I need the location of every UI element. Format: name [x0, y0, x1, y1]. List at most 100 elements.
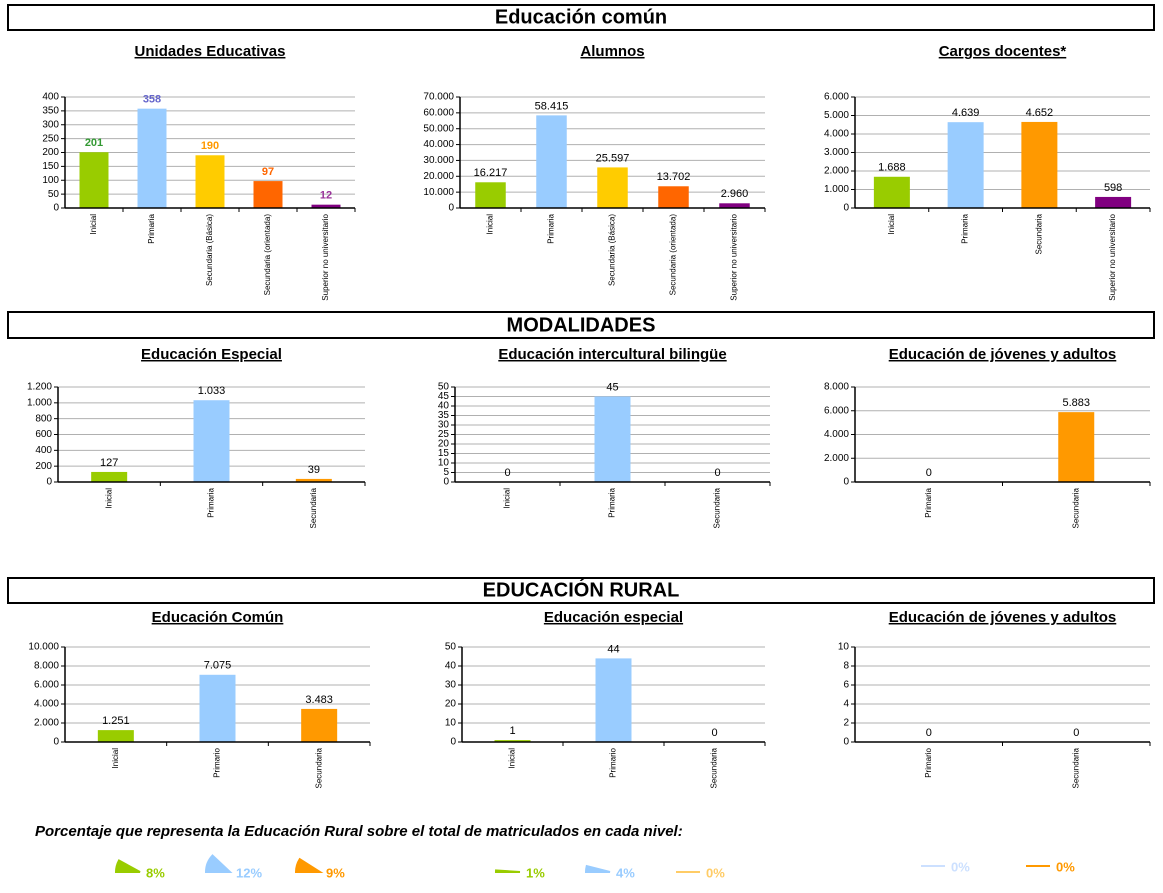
x-tick-label: Secundaria: [1034, 213, 1043, 254]
share-wedge: [294, 857, 324, 873]
value-label: 190: [201, 140, 219, 152]
value-label: 97: [262, 166, 274, 178]
value-label: 1.688: [878, 162, 906, 174]
y-tick-label: 1.200: [27, 382, 52, 393]
share-wedge: [584, 864, 611, 873]
y-tick-label: 2.000: [34, 718, 59, 729]
bar: [595, 658, 632, 742]
value-label: 598: [1104, 182, 1122, 194]
x-tick-label: Primaria: [547, 213, 556, 243]
y-tick-label: 1.000: [27, 397, 52, 408]
value-label: 0: [504, 467, 510, 479]
y-tick-label: 50: [445, 642, 457, 653]
y-tick-label: 25: [438, 429, 450, 440]
value-label: 1.033: [198, 385, 226, 397]
x-tick-label: Superior no universitario: [730, 213, 739, 300]
bar: [79, 152, 109, 208]
y-tick-label: 0: [53, 203, 59, 214]
y-tick-label: 60.000: [423, 107, 454, 118]
share-label: 8%: [146, 865, 165, 880]
value-label: 4.652: [1026, 107, 1054, 119]
section-box: [7, 577, 1155, 604]
x-tick-label: Inicial: [887, 214, 896, 235]
bar: [1058, 412, 1095, 482]
y-tick-label: 70.000: [423, 92, 454, 103]
y-tick-label: 0: [443, 477, 449, 488]
bar: [301, 708, 338, 742]
bar: [195, 155, 225, 208]
value-label: 44: [607, 643, 619, 655]
y-tick-label: 0: [53, 737, 59, 748]
x-tick-label: Inicial: [508, 748, 517, 769]
value-label: 39: [308, 464, 320, 476]
y-tick-label: 400: [35, 445, 52, 456]
bar: [253, 181, 283, 208]
bar: [494, 740, 531, 742]
value-label: 2.960: [721, 188, 749, 200]
value-label: 45: [606, 381, 618, 393]
x-tick-label: Secundaria (Básica): [608, 214, 617, 286]
y-tick-label: 100: [42, 175, 59, 186]
x-tick-label: Secundaria: [1071, 487, 1080, 528]
x-tick-label: Secundaria: [314, 747, 323, 788]
value-label: 7.075: [204, 660, 232, 672]
y-tick-label: 10.000: [423, 187, 454, 198]
chart-title: Educación Común: [152, 609, 284, 626]
section-title: MODALIDADES: [507, 314, 656, 336]
bar: [1095, 196, 1132, 208]
bar: [295, 478, 332, 482]
x-tick-label: Secundaria: [309, 487, 318, 528]
y-tick-label: 50: [438, 382, 450, 393]
y-tick-label: 250: [42, 133, 59, 144]
y-tick-label: 50: [48, 189, 60, 200]
y-tick-label: 40: [438, 401, 450, 412]
value-label: 16.217: [474, 167, 508, 179]
y-tick-label: 350: [42, 106, 59, 117]
y-tick-label: 4: [843, 699, 849, 710]
share-wedge: [114, 859, 141, 873]
y-tick-label: 4.000: [824, 129, 849, 140]
share-label: 0%: [1056, 859, 1075, 874]
value-label: 58.415: [535, 100, 569, 112]
value-label: 201: [85, 137, 103, 149]
bar: [873, 176, 910, 208]
y-tick-label: 5: [443, 467, 449, 478]
y-tick-label: 40.000: [423, 139, 454, 150]
share-label: 0%: [951, 859, 970, 874]
y-tick-label: 35: [438, 410, 450, 421]
bar: [594, 396, 631, 482]
x-tick-label: Inicial: [89, 214, 98, 235]
y-tick-label: 4.000: [34, 699, 59, 710]
value-label: 0: [926, 727, 932, 739]
x-tick-label: Secundaria: [713, 487, 722, 528]
y-tick-label: 2.000: [824, 166, 849, 177]
y-tick-label: 0: [843, 477, 849, 488]
x-tick-label: Primaria: [147, 213, 156, 243]
y-tick-label: 10: [438, 458, 450, 469]
x-tick-label: Superior no universitario: [1108, 213, 1117, 300]
value-label: 0: [926, 467, 932, 479]
x-tick-label: Primaria: [961, 213, 970, 243]
y-tick-label: 200: [42, 147, 59, 158]
y-tick-label: 30.000: [423, 155, 454, 166]
y-tick-label: 20: [445, 699, 457, 710]
y-tick-label: 2: [843, 718, 849, 729]
value-label: 127: [100, 457, 118, 469]
y-tick-label: 50.000: [423, 123, 454, 134]
x-tick-label: Secundaria: [710, 747, 719, 788]
y-tick-label: 1.000: [824, 184, 849, 195]
bar: [597, 167, 628, 208]
bar: [311, 204, 341, 208]
x-tick-label: Inicial: [503, 488, 512, 509]
share-label: 12%: [236, 865, 262, 880]
bar: [193, 400, 230, 482]
y-tick-label: 15: [438, 448, 450, 459]
bar: [1021, 121, 1058, 208]
y-tick-label: 6.000: [34, 680, 59, 691]
x-tick-label: Primaria: [207, 487, 216, 517]
chart-title: Educación de jóvenes y adultos: [889, 346, 1117, 363]
chart-title: Educación especial: [544, 609, 683, 626]
y-tick-label: 300: [42, 119, 59, 130]
y-tick-label: 5.000: [824, 110, 849, 121]
